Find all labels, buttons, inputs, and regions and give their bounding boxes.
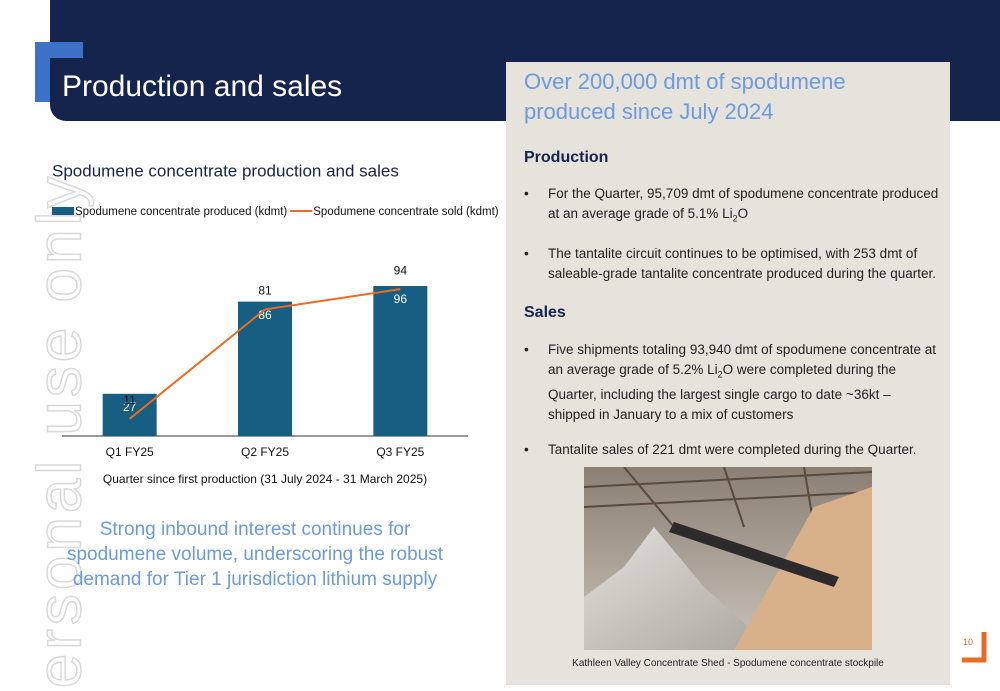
bullet-text: O — [737, 206, 749, 221]
legend-label: Spodumene concentrate produced (kdmt) — [75, 206, 287, 218]
accent-cut — [50, 58, 83, 102]
photo-caption: Kathleen Valley Concentrate Shed - Spodu… — [572, 658, 884, 669]
bullet-text: Tantalite sales of 221 dmt were complete… — [548, 441, 917, 457]
bullet-list: For the Quarter, 95,709 dmt of spodumene… — [524, 184, 940, 299]
legend-label: Spodumene concentrate sold (kdmt) — [313, 206, 499, 218]
bar — [373, 286, 428, 436]
data-label: 94 — [394, 263, 408, 277]
bullet-text: Five shipments totaling 93,940 dmt of sp… — [548, 342, 936, 377]
data-label: 81 — [258, 284, 272, 298]
x-tick-label: Q2 FY25 — [241, 445, 289, 459]
x-tick-label: Q3 FY25 — [376, 445, 424, 459]
data-label: 27 — [123, 400, 137, 414]
bullet-text: O were completed during the Quarter, inc… — [548, 362, 896, 422]
page-number: 10 — [963, 637, 974, 647]
chart-title: Spodumene concentrate production and sal… — [52, 161, 399, 180]
bullet-text: 2 — [717, 369, 723, 380]
legend-swatch — [52, 207, 74, 215]
data-label: 96 — [394, 292, 408, 306]
bullet: Five shipments totaling 93,940 dmt of sp… — [524, 340, 940, 425]
slide-title: Production and sales — [62, 70, 343, 103]
bar — [102, 393, 157, 436]
section-heading: Production — [524, 149, 609, 166]
bullet-text: The tantalite circuit continues to be op… — [548, 245, 937, 281]
bullet: Tantalite sales of 221 dmt were complete… — [524, 440, 940, 460]
bullet: The tantalite circuit continues to be op… — [524, 244, 940, 284]
line — [129, 288, 401, 420]
headline: Over 200,000 dmt of spodumene produced s… — [524, 69, 846, 124]
bullet-list: Five shipments totaling 93,940 dmt of sp… — [524, 340, 940, 475]
bullet-text: 2 — [732, 213, 738, 224]
data-label: 11 — [123, 393, 136, 407]
section-heading: Sales — [524, 304, 566, 321]
photo — [584, 467, 872, 650]
chart: Spodumene concentrate production and sal… — [52, 161, 499, 486]
page-bracket — [962, 632, 987, 663]
bullet: For the Quarter, 95,709 dmt of spodumene… — [524, 184, 940, 229]
x-tick-label: Q1 FY25 — [106, 445, 154, 459]
bullet-text: For the Quarter, 95,709 dmt of spodumene… — [548, 186, 939, 221]
callout: Strong inbound interest continues for sp… — [66, 519, 443, 590]
x-axis-label: Quarter since first production (31 July … — [103, 472, 427, 486]
